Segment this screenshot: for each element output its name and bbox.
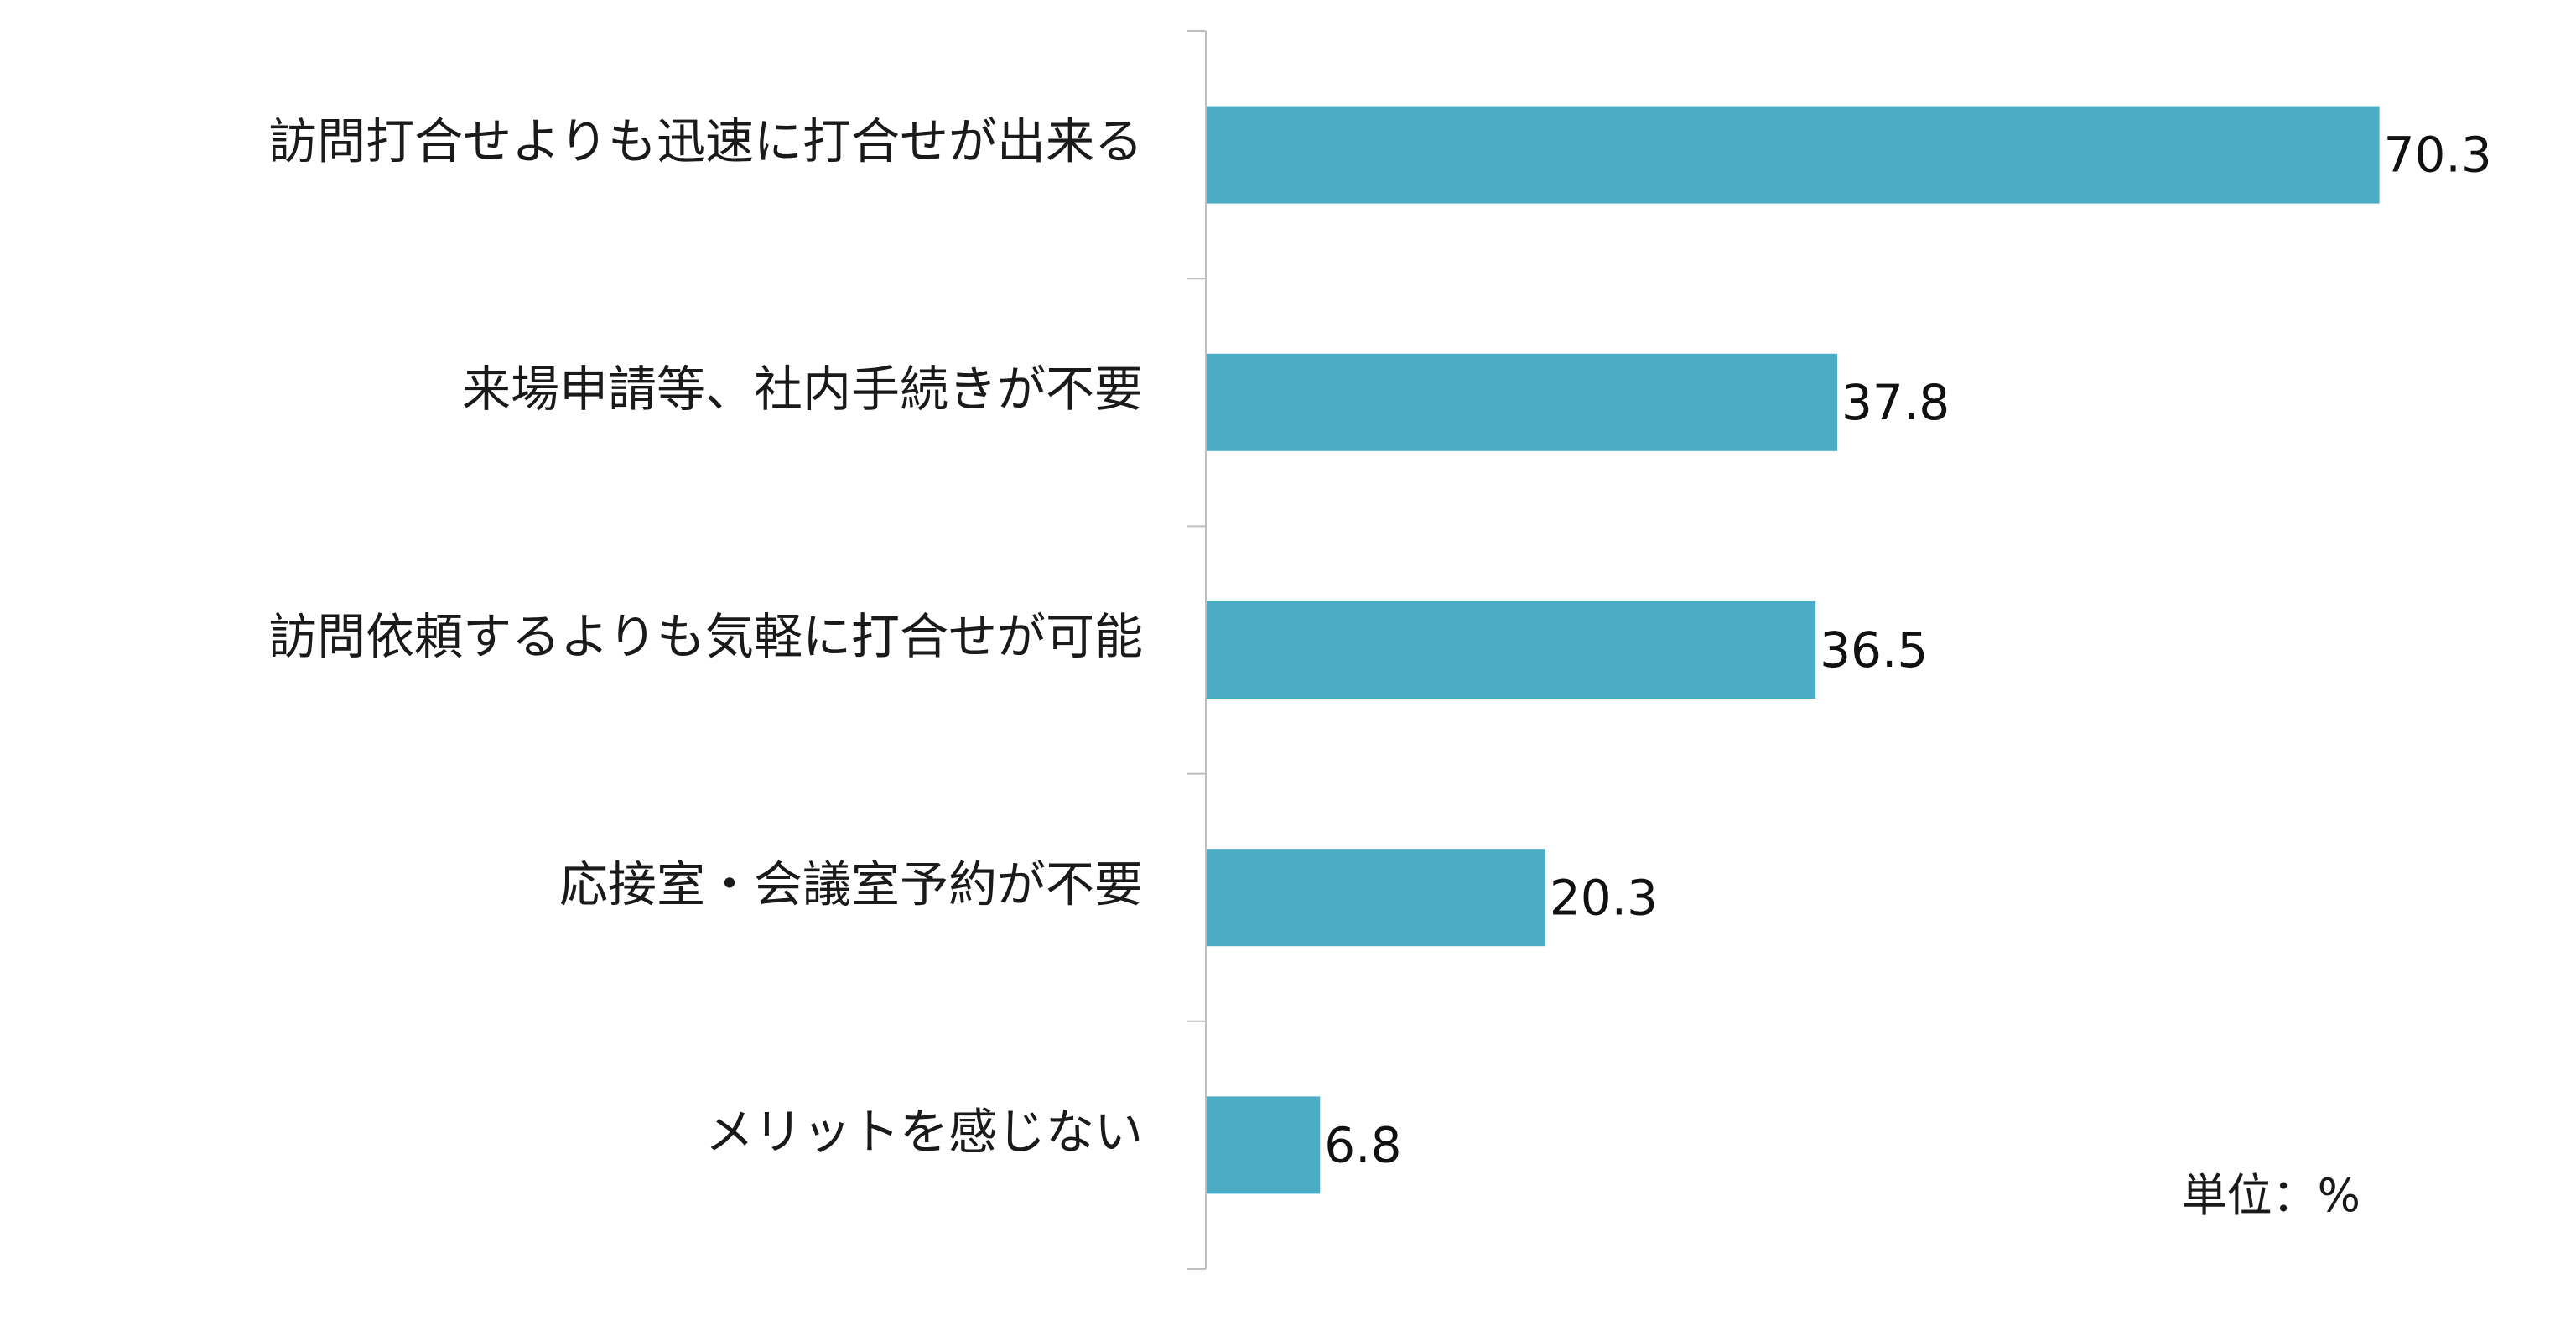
value-labels: 70.3 37.8 36.5 20.3 6.8 xyxy=(1324,127,2491,1174)
bar xyxy=(1207,353,1838,451)
value-label: 6.8 xyxy=(1324,1117,1401,1174)
value-label: 20.3 xyxy=(1550,869,1658,926)
value-label: 37.8 xyxy=(1841,374,1950,431)
value-label: 36.5 xyxy=(1820,621,1928,678)
unit-label: 単位：% xyxy=(2182,1169,2360,1222)
category-label: メリットを感じない xyxy=(705,1104,1143,1161)
category-label: 訪問依頼するよりも気軽に打合せが可能 xyxy=(268,608,1143,665)
category-label: 応接室・会議室予約が不要 xyxy=(559,855,1143,912)
axis-ticks xyxy=(1187,30,1206,1270)
bars xyxy=(1207,106,2380,1194)
bar xyxy=(1207,849,1545,947)
category-labels: 訪問打合せよりも迅速に打合せが出来る来場申請等、社内手続きが不要訪問依頼するより… xyxy=(268,113,1143,1161)
value-label: 70.3 xyxy=(2384,127,2492,184)
category-label: 訪問打合せよりも迅速に打合せが出来る xyxy=(268,113,1143,170)
category-label: 来場申請等、社内手続きが不要 xyxy=(462,361,1143,418)
bar xyxy=(1207,106,2380,204)
bar xyxy=(1207,1096,1321,1194)
bar xyxy=(1207,601,1816,699)
